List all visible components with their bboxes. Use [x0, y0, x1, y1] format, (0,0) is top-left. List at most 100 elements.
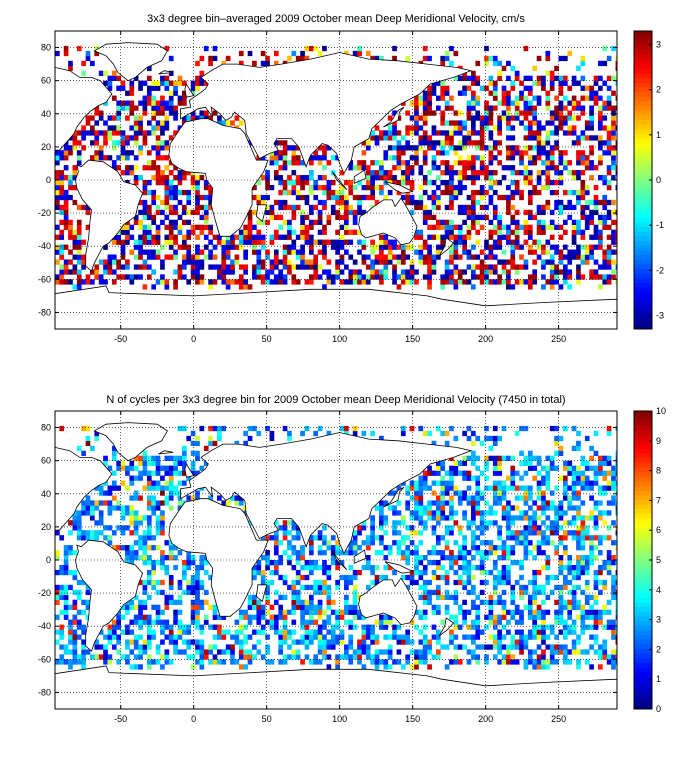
heatmap-cell — [151, 470, 157, 476]
heatmap-cell — [164, 654, 170, 660]
heatmap-cell — [615, 649, 617, 655]
heatmap-cell — [282, 189, 288, 196]
heatmap-cell — [506, 619, 511, 625]
heatmap-cell — [440, 95, 446, 101]
heatmap-cell — [466, 204, 472, 211]
heatmap-cell — [81, 530, 86, 536]
heatmap-cell — [506, 120, 511, 126]
heatmap-cell — [133, 180, 139, 186]
heatmap-cell — [523, 259, 529, 265]
heatmap-cell — [532, 624, 538, 630]
heatmap-cell — [471, 175, 476, 181]
heatmap-cell — [400, 269, 406, 275]
heatmap-cell — [527, 110, 533, 116]
y-tick-label: 0 — [46, 175, 51, 185]
heatmap-cell — [475, 644, 481, 650]
heatmap-cell — [549, 659, 555, 665]
heatmap-cell — [173, 279, 178, 285]
heatmap-cell — [103, 100, 108, 106]
heatmap-cell — [497, 229, 502, 235]
heatmap-cell — [217, 115, 222, 121]
heatmap-cell — [199, 249, 205, 255]
heatmap-cell — [488, 55, 494, 62]
heatmap-cell — [278, 525, 284, 531]
heatmap-cell — [562, 219, 568, 225]
heatmap-cell — [576, 189, 581, 196]
heatmap-cell — [606, 480, 612, 486]
heatmap-cell — [589, 614, 594, 620]
heatmap-cell — [256, 609, 262, 615]
heatmap-cell — [344, 604, 349, 610]
heatmap-cell — [414, 500, 419, 506]
heatmap-cell — [532, 579, 538, 586]
heatmap-cell — [444, 234, 450, 240]
heatmap-cell — [414, 160, 419, 166]
heatmap-cell — [295, 175, 301, 181]
heatmap-cell — [107, 155, 113, 161]
heatmap-cell — [567, 614, 573, 620]
heatmap-cell — [444, 140, 450, 146]
heatmap-cell — [155, 120, 161, 126]
heatmap-cell — [392, 55, 397, 62]
heatmap-cell — [602, 485, 608, 491]
heatmap-cell — [593, 649, 599, 655]
heatmap-cell — [484, 60, 489, 67]
heatmap-cell — [129, 664, 135, 670]
heatmap-cell — [256, 229, 262, 235]
heatmap-cell — [598, 564, 603, 571]
heatmap-cell — [492, 480, 498, 486]
heatmap-cell — [116, 155, 121, 161]
heatmap-cell — [383, 515, 389, 521]
heatmap-cell — [506, 545, 511, 551]
heatmap-cell — [405, 55, 411, 62]
heatmap-cell — [457, 624, 463, 630]
heatmap-cell — [164, 480, 170, 486]
heatmap-cell — [567, 130, 573, 136]
heatmap-cell — [212, 654, 218, 660]
heatmap-cell — [59, 269, 65, 275]
heatmap-cell — [190, 85, 196, 91]
heatmap-cell — [55, 180, 60, 186]
heatmap-cell — [611, 560, 616, 566]
heatmap-cell — [558, 259, 564, 265]
heatmap-cell — [567, 110, 573, 116]
heatmap-cell — [527, 145, 533, 151]
heatmap-cell — [265, 659, 270, 665]
heatmap-cell — [59, 535, 65, 541]
heatmap-cell — [571, 75, 577, 81]
heatmap-cell — [326, 430, 332, 437]
heatmap-cell — [479, 555, 485, 561]
heatmap-cell — [457, 555, 463, 561]
heatmap-cell — [155, 579, 161, 586]
heatmap-cell — [567, 555, 573, 561]
heatmap-cell — [584, 85, 590, 91]
heatmap-cell — [475, 130, 481, 136]
heatmap-cell — [580, 649, 586, 655]
heatmap-cell — [492, 510, 498, 516]
heatmap-cell — [492, 145, 498, 151]
heatmap-cell — [313, 239, 319, 245]
heatmap-cell — [527, 659, 533, 665]
heatmap-cell — [160, 244, 165, 250]
heatmap-cell — [396, 649, 402, 655]
heatmap-cell — [278, 644, 284, 650]
heatmap-cell — [195, 599, 200, 605]
heatmap-cell — [243, 239, 248, 245]
heatmap-cell — [497, 70, 502, 76]
heatmap-cell — [536, 229, 542, 235]
heatmap-cell — [238, 654, 244, 660]
colorbar-segment — [634, 240, 652, 246]
heatmap-cell — [567, 249, 573, 255]
heatmap-cell — [611, 649, 616, 655]
heatmap-cell — [116, 649, 121, 655]
heatmap-cell — [146, 634, 152, 640]
heatmap-cell — [120, 254, 126, 260]
heatmap-cell — [523, 540, 529, 546]
heatmap-cell — [322, 224, 327, 230]
heatmap-cell — [571, 219, 577, 225]
heatmap-cell — [584, 515, 590, 521]
heatmap-cell — [615, 540, 617, 546]
heatmap-cell — [164, 599, 170, 605]
heatmap-cell — [304, 224, 310, 230]
heatmap-cell — [370, 274, 375, 280]
